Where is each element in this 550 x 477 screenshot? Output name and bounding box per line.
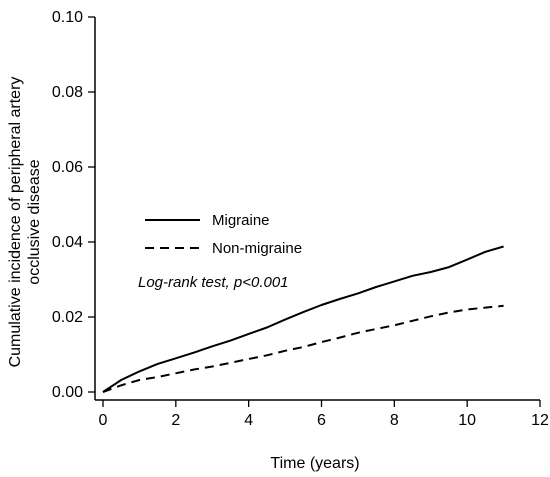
series-line-migraine <box>102 245 504 393</box>
y-ticks: 0.00 0.02 0.04 0.06 0.08 0.10 <box>52 9 95 401</box>
series-group <box>102 245 504 393</box>
x-tick-label-1: 2 <box>171 412 180 429</box>
x-axis-title: Time (years) <box>270 455 359 472</box>
x-tick-label-3: 6 <box>317 412 326 429</box>
y-tick-label-2: 0.04 <box>52 234 83 251</box>
y-tick-label-4: 0.08 <box>52 84 83 101</box>
x-tick-label-4: 8 <box>390 412 399 429</box>
y-axis-title-line-2: occlusive disease <box>26 159 43 285</box>
x-ticks: 0 2 4 6 8 10 12 <box>99 400 549 429</box>
x-tick-label-2: 4 <box>244 412 253 429</box>
y-tick-label-0: 0.00 <box>52 384 83 401</box>
log-rank-annotation: Log-rank test, p<0.001 <box>138 274 289 291</box>
y-axis-title: Cumulative incidence of peripheral arter… <box>7 77 43 368</box>
legend-label-non-migraine: Non-migraine <box>212 240 302 257</box>
y-axis-title-line-1: Cumulative incidence of peripheral arter… <box>7 77 24 368</box>
y-tick-label-5: 0.10 <box>52 9 83 26</box>
axes <box>94 17 540 401</box>
x-tick-label-0: 0 <box>99 412 108 429</box>
y-tick-label-1: 0.02 <box>52 309 83 326</box>
legend-label-migraine: Migraine <box>212 212 270 229</box>
x-tick-label-5: 10 <box>458 412 476 429</box>
x-tick-label-6: 12 <box>531 412 549 429</box>
legend: Migraine Non-migraine <box>145 212 302 257</box>
y-tick-label-3: 0.06 <box>52 159 83 176</box>
series-line-non-migraine <box>102 304 504 393</box>
